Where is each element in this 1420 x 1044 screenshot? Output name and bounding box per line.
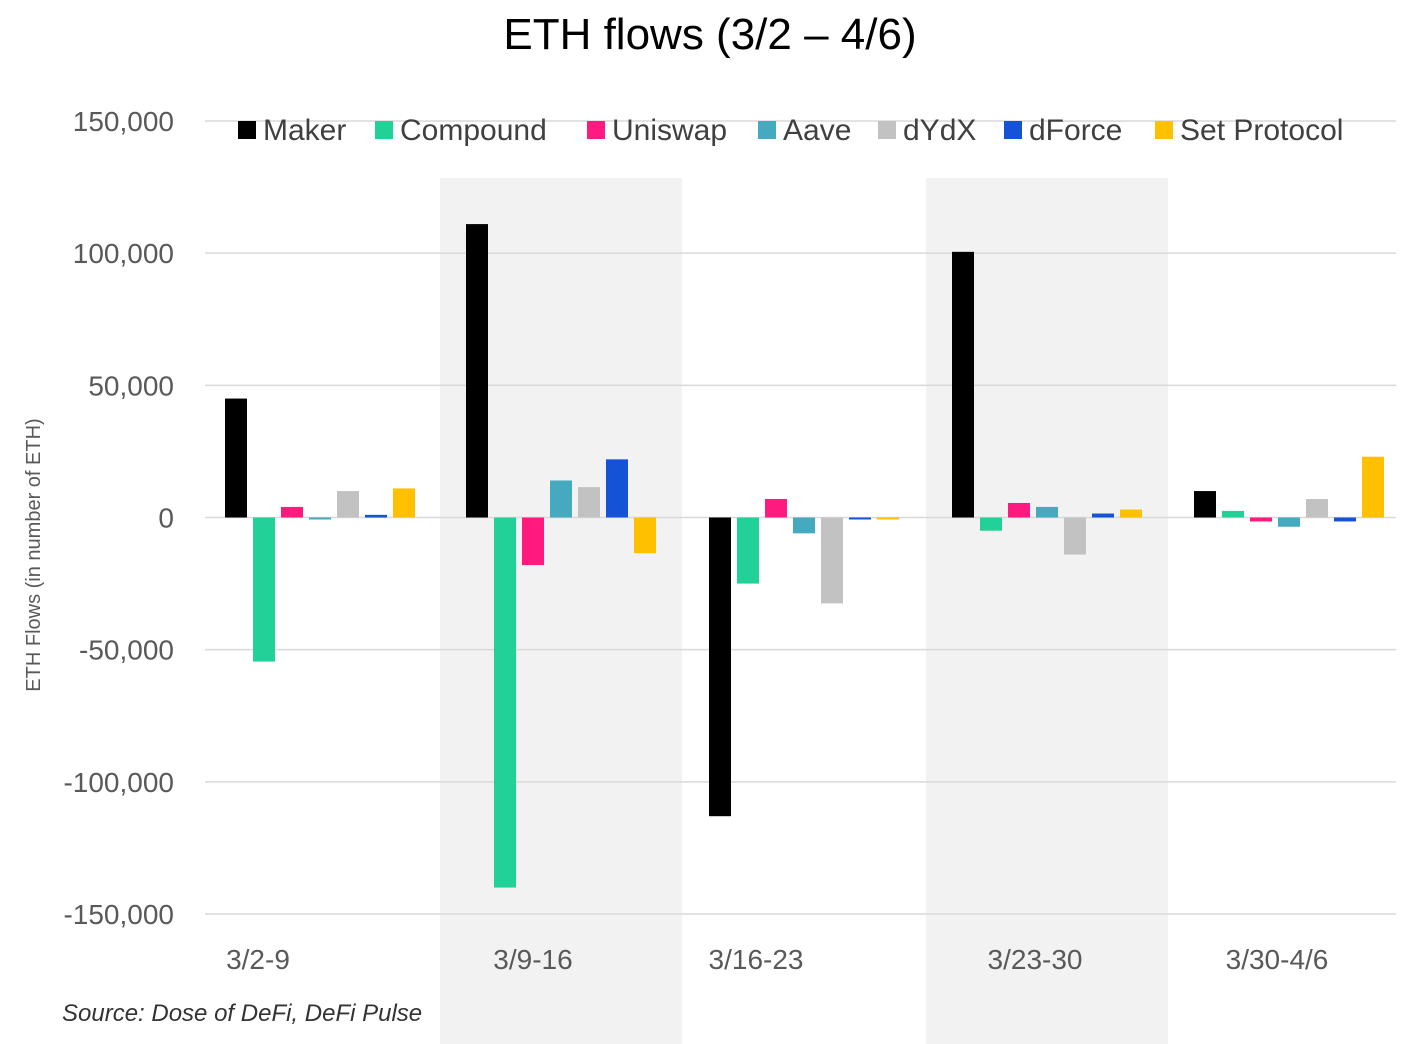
legend-label-compound: Compound — [400, 114, 547, 147]
legend-label-aave: Aave — [783, 114, 851, 147]
legend-label-maker: Maker — [263, 114, 346, 147]
legend-label-uniswap: Uniswap — [612, 114, 727, 147]
x-tick-label: 3/16-23 — [709, 944, 804, 975]
bar-uniswap-3 — [1008, 502, 1030, 518]
y-tick-labels: 150,000 100,000 50,000 0 -50,000 -100,000 -150… — [63, 106, 174, 930]
legend-label-dforce: dForce — [1029, 114, 1122, 147]
bar-dydx-0 — [337, 491, 359, 518]
bar-uniswap-2 — [765, 498, 787, 518]
bar-set-protocol-2 — [877, 517, 899, 520]
bar-dydx-2 — [821, 517, 843, 604]
y-tick-label: 0 — [158, 503, 174, 534]
legend-swatch-uniswap — [587, 121, 605, 139]
bar-aave-3 — [1036, 506, 1058, 518]
x-tick-label: 3/2-9 — [226, 944, 290, 975]
bar-aave-1 — [550, 480, 572, 518]
bar-dforce-2 — [849, 517, 871, 520]
bar-compound-4 — [1222, 510, 1244, 518]
legend-label-set-protocol: Set Protocol — [1180, 114, 1343, 147]
bar-dforce-1 — [606, 459, 628, 518]
bars — [225, 224, 1384, 888]
bar-maker-4 — [1194, 491, 1216, 518]
bar-aave-4 — [1278, 517, 1300, 527]
bar-maker-0 — [225, 398, 247, 518]
y-tick-label: -50,000 — [79, 635, 174, 666]
legend-swatch-compound — [375, 121, 393, 139]
bar-dforce-4 — [1334, 517, 1356, 522]
bar-uniswap-1 — [522, 517, 544, 566]
bar-aave-2 — [793, 517, 815, 534]
bar-dydx-4 — [1306, 498, 1328, 518]
legend: Maker Compound Uniswap Aave dYdX dForce Set Pr… — [238, 114, 1343, 147]
legend-label-dydx: dYdX — [903, 114, 976, 147]
y-axis-label: ETH Flows (in number of ETH) — [23, 418, 45, 691]
bar-uniswap-4 — [1250, 517, 1272, 522]
bar-uniswap-0 — [281, 506, 303, 518]
x-tick-labels: 3/2-9 3/9-16 3/16-23 3/23-30 3/30-4/6 — [226, 944, 1328, 975]
y-tick-label: 100,000 — [73, 238, 174, 269]
bar-compound-0 — [253, 517, 275, 662]
bar-set-protocol-1 — [634, 517, 656, 554]
bar-dydx-3 — [1064, 517, 1086, 555]
bar-set-protocol-3 — [1120, 509, 1142, 518]
x-tick-label: 3/23-30 — [988, 944, 1083, 975]
bar-set-protocol-0 — [393, 488, 415, 518]
legend-swatch-aave — [758, 121, 776, 139]
bar-compound-2 — [737, 517, 759, 584]
x-tick-label: 3/30-4/6 — [1226, 944, 1329, 975]
bar-dforce-0 — [365, 514, 387, 518]
chart-title: ETH flows (3/2 – 4/6) — [503, 10, 917, 59]
bar-maker-1 — [466, 224, 488, 518]
legend-swatch-maker — [238, 121, 256, 139]
bar-dforce-3 — [1092, 513, 1114, 518]
legend-swatch-dydx — [878, 121, 896, 139]
legend-swatch-set-protocol — [1155, 121, 1173, 139]
y-tick-label: 50,000 — [88, 370, 174, 401]
y-tick-label: -100,000 — [63, 767, 174, 798]
bar-aave-0 — [309, 517, 331, 520]
bar-compound-1 — [494, 517, 516, 888]
bar-dydx-1 — [578, 487, 600, 518]
bar-set-protocol-4 — [1362, 456, 1384, 518]
x-tick-label: 3/9-16 — [493, 944, 572, 975]
bar-compound-3 — [980, 517, 1002, 531]
y-tick-label: -150,000 — [63, 899, 174, 930]
bar-maker-2 — [709, 517, 731, 817]
source-note: Source: Dose of DeFi, DeFi Pulse — [62, 1000, 423, 1027]
bar-maker-3 — [952, 251, 974, 518]
y-tick-label: 150,000 — [73, 106, 174, 137]
legend-swatch-dforce — [1004, 121, 1022, 139]
